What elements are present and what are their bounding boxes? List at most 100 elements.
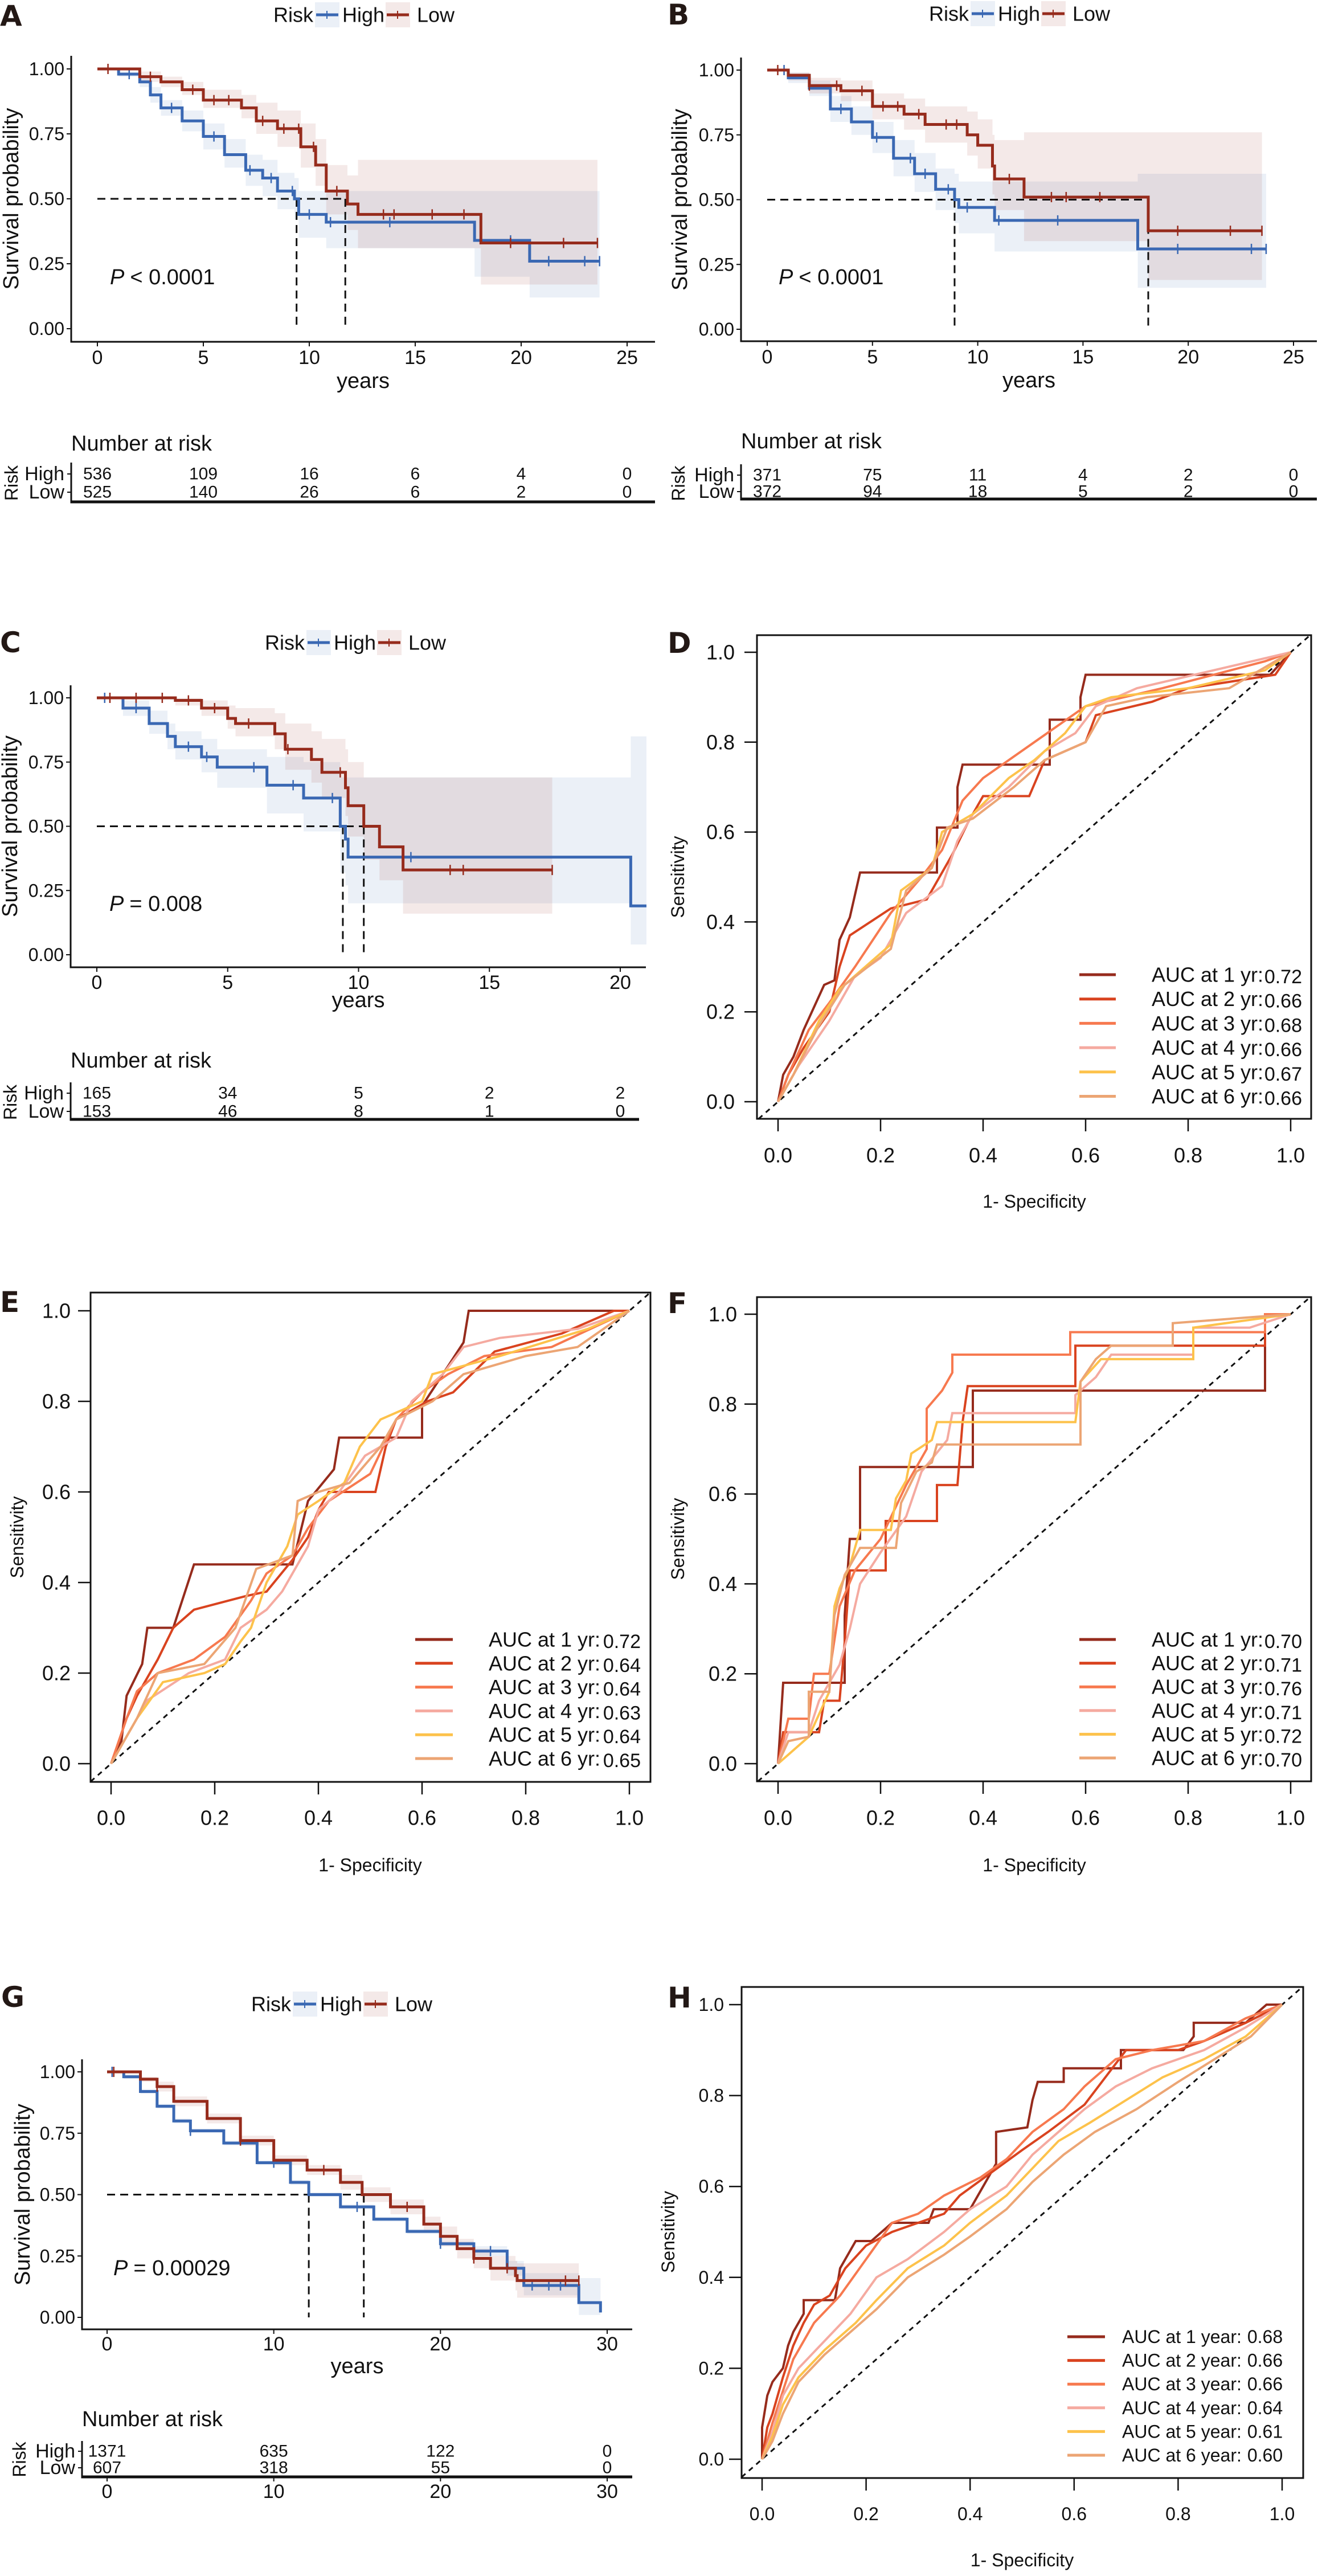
y-axis-title: Survival probability — [0, 735, 22, 917]
legend-label: AUC at 4 yr: — [489, 1699, 600, 1723]
risk-x-tick-label: 20 — [429, 2481, 451, 2503]
roc-curve-year-3 — [761, 2003, 1283, 2460]
legend-auc-value: 0.64 — [603, 1679, 641, 1700]
x-tick-label: 0.2 — [866, 1144, 895, 1167]
x-tick-label: 10 — [298, 347, 320, 369]
risk-row-label-low: Low — [40, 2457, 76, 2479]
legend-label: AUC at 6 yr: — [1152, 1747, 1263, 1770]
x-axis-title: years — [331, 2354, 384, 2378]
risk-count: 4 — [1078, 466, 1088, 485]
y-tick-label: 0.6 — [699, 2176, 724, 2197]
p-value-symbol: P — [113, 2256, 128, 2280]
legend-label: AUC at 4 yr: — [1152, 1036, 1263, 1060]
legend-auc-value: 0.64 — [603, 1726, 641, 1748]
roc-curve-year-3 — [777, 651, 1291, 1102]
legend-label-text: AUC at 2 year: — [1122, 2350, 1242, 2371]
legend-label-high: High — [342, 3, 384, 27]
panel-label: F — [668, 1287, 687, 1320]
risk-count: 6 — [411, 483, 420, 502]
panel-label: B — [668, 0, 689, 31]
risk-row-label-high: High — [35, 2440, 75, 2462]
reference-diagonal — [758, 634, 1311, 1120]
survival-curve-high — [97, 696, 646, 907]
x-tick-label: 10 — [967, 346, 989, 368]
p-value-symbol: P — [109, 892, 124, 916]
confidence-band-high — [97, 698, 646, 944]
legend-label: AUC at 1 yr: — [1152, 1628, 1263, 1651]
roc-curve-year-5 — [761, 2003, 1283, 2460]
p-value-text: = 0.00029 — [133, 2256, 230, 2280]
p-value-annotation: P < 0.0001 — [779, 265, 883, 289]
y-tick-label: 0.50 — [699, 190, 734, 210]
y-tick-label: 0.0 — [706, 1090, 735, 1114]
legend-auc-value: 0.60 — [1247, 2445, 1283, 2465]
panel-label: A — [0, 0, 22, 32]
y-tick-label: 1.0 — [42, 1299, 71, 1323]
roc-curve-year-6 — [761, 2003, 1283, 2460]
y-tick-label: 0.75 — [29, 124, 64, 144]
confidence-band-low — [107, 2072, 579, 2298]
survival-curve-low — [97, 67, 597, 245]
x-axis-title: 1- Specificity — [983, 1191, 1086, 1212]
x-tick-label: 5 — [867, 346, 878, 368]
legend-title: Risk — [265, 631, 305, 655]
legend-auc-value: 0.71 — [1264, 1655, 1302, 1677]
legend-label: AUC at 5 yr: — [489, 1723, 600, 1747]
legend-label-low: Low — [408, 631, 447, 655]
y-axis-title: Sensitivity — [668, 1498, 688, 1580]
legend-label: AUC at 2 yr: — [1152, 987, 1263, 1011]
legend-label-high: High — [998, 2, 1040, 26]
x-tick-label: 0.6 — [408, 1806, 436, 1830]
roc-curve-year-6 — [777, 1313, 1291, 1764]
p-value-text: = 0.008 — [129, 892, 202, 916]
legend-label-low: Low — [417, 3, 455, 27]
x-axis-title: 1- Specificity — [971, 2550, 1074, 2570]
p-value-annotation: P = 0.00029 — [113, 2256, 230, 2280]
risk-count: 153 — [83, 1102, 111, 1121]
risk-table-title: Number at risk — [71, 1049, 212, 1073]
risk-count: 140 — [189, 483, 218, 502]
legend-auc-value: 0.68 — [1264, 1015, 1302, 1036]
y-tick-label: 0.4 — [699, 2267, 724, 2288]
panel-e-roc-plot: E 0.0 0.0 0.2 0.2 0.4 0.4 0.6 0.6 0.8 0.8 1.0 1.0 1- … — [0, 1286, 652, 1875]
legend-label: AUC at 5 yr: — [1152, 1723, 1263, 1746]
legend-title: Risk — [273, 3, 314, 27]
legend-label: AUC at 3 yr: — [1152, 1675, 1263, 1699]
x-tick-label: 0.2 — [200, 1806, 229, 1830]
risk-count: 11 — [969, 466, 987, 485]
legend-label: AUC at 4 yr: — [1152, 1699, 1263, 1722]
legend-label: AUC at 4 year: 0.64 — [1122, 2398, 1283, 2418]
legend-auc-value: 0.64 — [603, 1655, 641, 1677]
x-tick-label: 25 — [1283, 346, 1304, 368]
y-tick-label: 0.00 — [40, 2307, 75, 2328]
legend-auc-value: 0.72 — [1264, 1725, 1302, 1747]
y-tick-label: 0.00 — [699, 319, 734, 340]
x-tick-label: 1.0 — [615, 1806, 644, 1830]
x-tick-label: 1.0 — [1276, 1144, 1305, 1167]
legend-auc-value: 0.66 — [1264, 1088, 1302, 1110]
legend-auc-value: 0.76 — [1264, 1678, 1302, 1700]
risk-count: 1371 — [88, 2442, 126, 2461]
risk-table-title: Number at risk — [82, 2407, 223, 2431]
legend-auc-value: 0.65 — [603, 1750, 641, 1772]
confidence-band-high — [107, 2072, 601, 2317]
risk-table-row-title: Risk — [0, 1084, 21, 1120]
risk-x-tick-label: 0 — [102, 2481, 113, 2503]
legend-label-low: Low — [395, 1993, 433, 2016]
risk-x-tick-label: 10 — [263, 2481, 285, 2503]
x-tick-label: 0.2 — [866, 1806, 895, 1830]
risk-count: 8 — [354, 1102, 363, 1121]
legend-label-text: AUC at 4 year: — [1122, 2398, 1242, 2418]
x-tick-label: 0.6 — [1071, 1806, 1100, 1830]
survival-curve-high — [97, 67, 600, 263]
risk-count: 635 — [260, 2442, 288, 2461]
y-tick-label: 1.0 — [706, 641, 735, 664]
legend-auc-value: 0.66 — [1264, 1039, 1302, 1061]
legend-auc-value: 0.72 — [1264, 966, 1302, 988]
panel-label: H — [668, 1981, 691, 2014]
panel-label: G — [1, 1981, 24, 2014]
legend-label: AUC at 3 yr: — [489, 1675, 600, 1699]
